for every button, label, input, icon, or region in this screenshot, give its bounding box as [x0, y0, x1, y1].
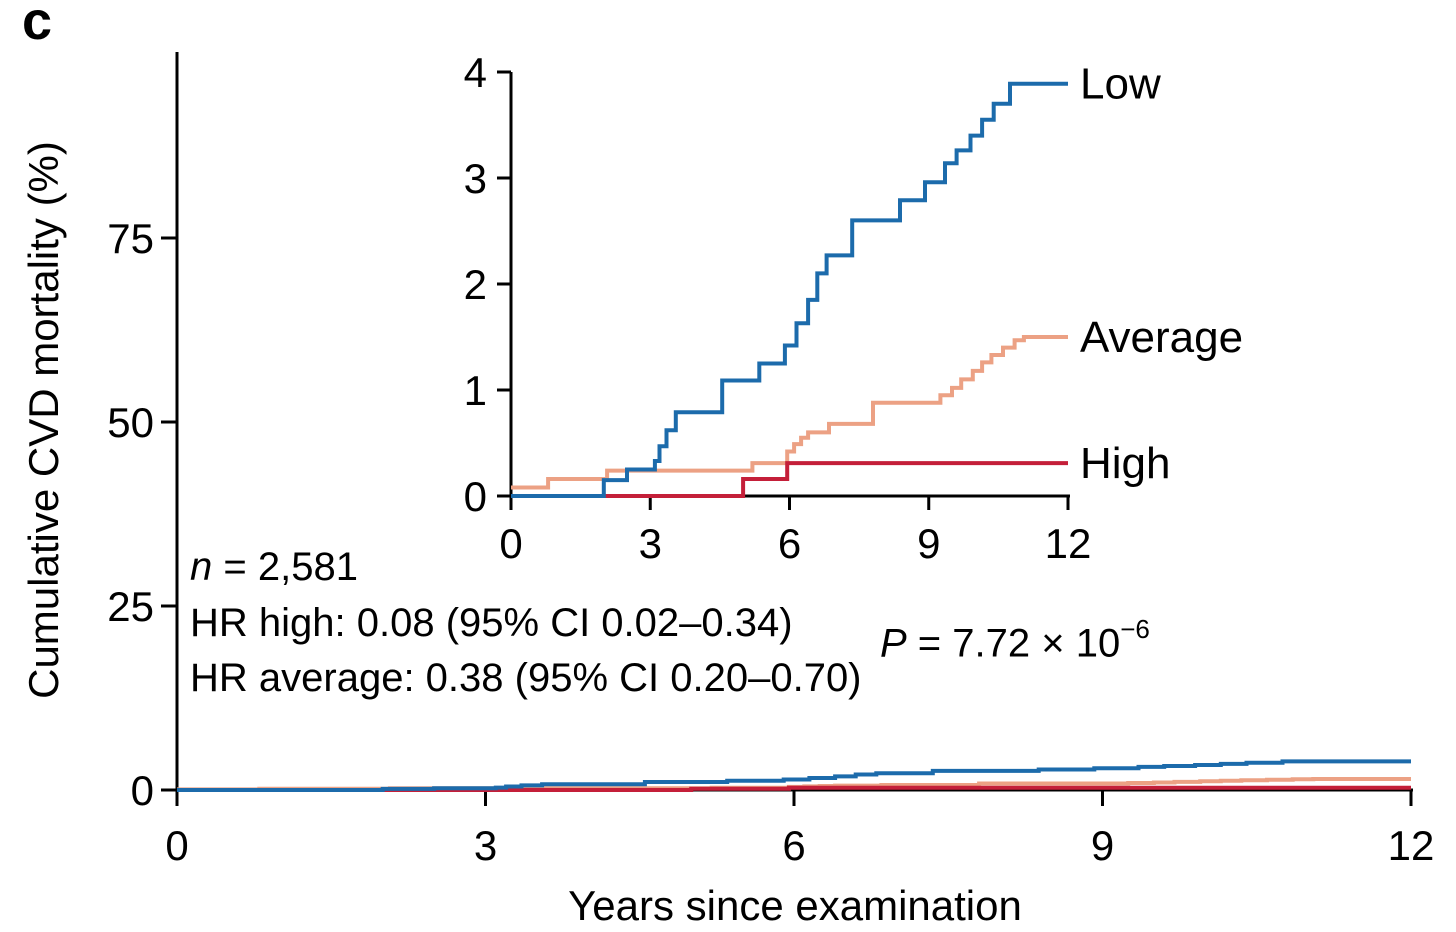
x-axis-title: Years since examination [568, 882, 1022, 929]
hr-average-annotation: HR average: 0.38 (95% CI 0.20–0.70) [190, 656, 862, 700]
p-exponent: −6 [1120, 614, 1150, 644]
series-low-line [177, 759, 1411, 792]
series-average-line [511, 335, 1068, 490]
p-mantissa: = 7.72 × 10 [906, 621, 1121, 666]
y-tick-label: 4 [464, 49, 487, 96]
x-tick-label: 12 [1388, 822, 1435, 869]
y-tick-label: 3 [464, 155, 487, 202]
y-tick-label: 75 [107, 215, 154, 262]
legend-label-high: High [1080, 439, 1171, 488]
series-high-line [511, 461, 1068, 498]
n-annotation: n = 2,581 [190, 545, 358, 590]
legend-label-low: Low [1080, 60, 1161, 109]
y-tick-label: 50 [107, 399, 154, 446]
n-value: = 2,581 [212, 545, 358, 589]
x-tick-label: 6 [778, 520, 801, 567]
x-tick-label: 0 [165, 822, 188, 869]
n-symbol: n [190, 545, 213, 589]
panel-label: c [22, 0, 53, 51]
y-tick-label: 2 [464, 261, 487, 308]
x-tick-label: 0 [499, 520, 522, 567]
hr-high-annotation: HR high: 0.08 (95% CI 0.02–0.34) [190, 601, 793, 645]
x-tick-label: 6 [782, 822, 805, 869]
x-tick-label: 3 [639, 520, 662, 567]
y-tick-label: 25 [107, 583, 154, 630]
y-tick-label: 0 [464, 473, 487, 520]
y-tick-label: 0 [131, 767, 154, 814]
p-symbol: P [880, 621, 907, 666]
series-high-line [177, 785, 1411, 792]
legend-label-average: Average [1080, 313, 1243, 362]
axis-lines [509, 72, 1070, 498]
x-tick-label: 9 [917, 520, 940, 567]
y-tick-label: 1 [464, 367, 487, 414]
x-tick-label: 12 [1045, 520, 1092, 567]
p-value-annotation: P = 7.72 × 10−6 [880, 614, 1150, 666]
x-tick-label: 9 [1091, 822, 1114, 869]
x-tick-label: 3 [474, 822, 497, 869]
series-low-line [511, 81, 1068, 498]
y-axis-title: Cumulative CVD mortality (%) [20, 141, 67, 699]
